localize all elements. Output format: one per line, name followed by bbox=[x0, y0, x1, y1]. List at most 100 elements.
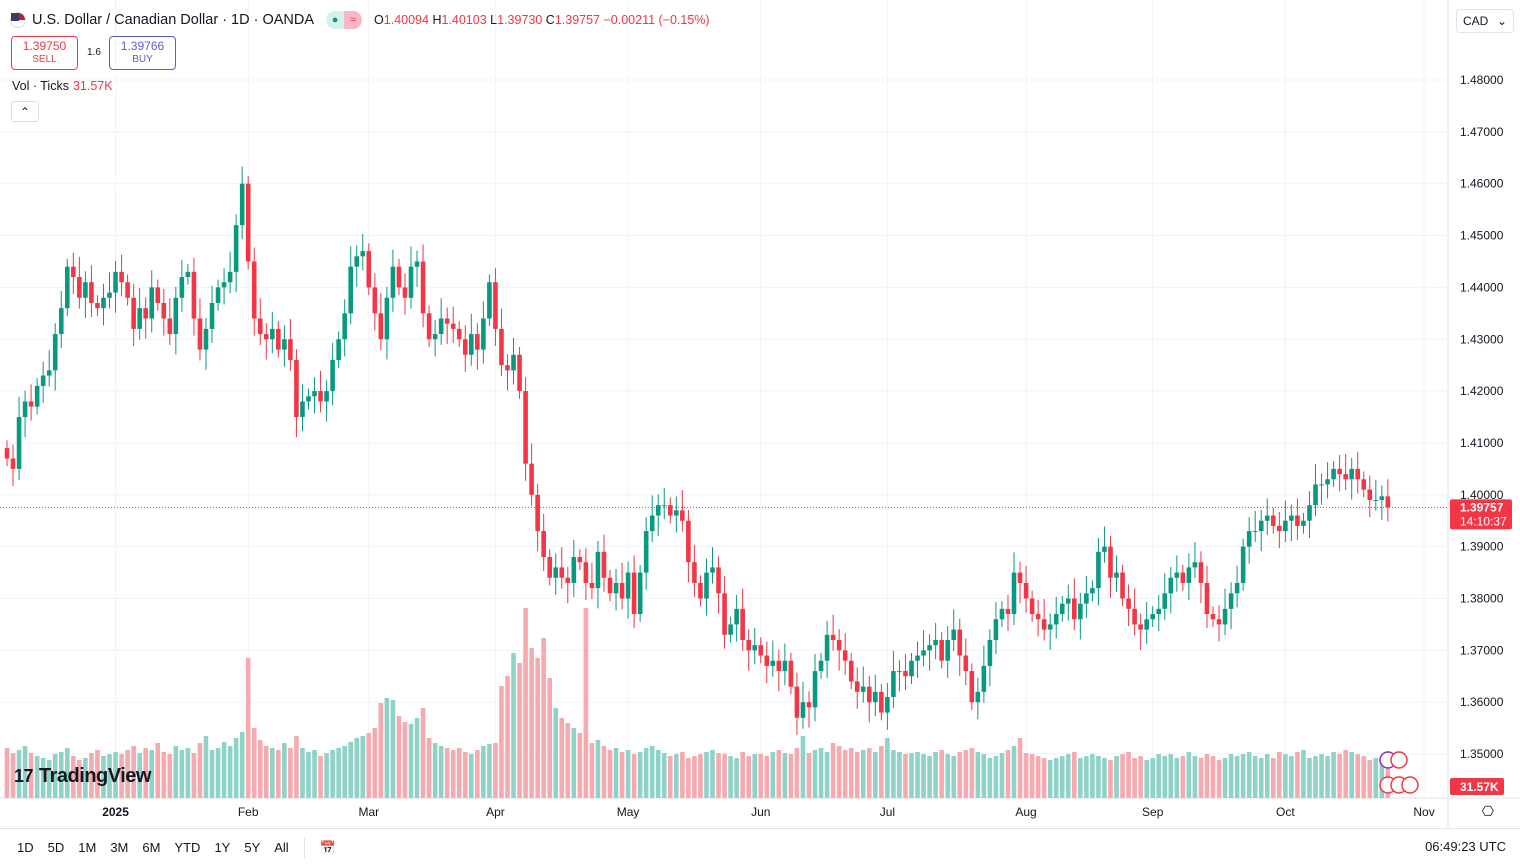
volume-bar bbox=[263, 746, 269, 798]
candle-body bbox=[58, 308, 64, 335]
candle-body bbox=[1035, 614, 1041, 620]
candle-body bbox=[505, 365, 510, 371]
tradingview-logo[interactable]: 17 TradingView bbox=[14, 765, 151, 788]
volume-bar bbox=[1258, 758, 1264, 798]
candle-body bbox=[595, 551, 601, 589]
volume-bar bbox=[1331, 752, 1336, 798]
candle-body bbox=[300, 401, 305, 418]
candle-body bbox=[1385, 496, 1391, 508]
candle-body bbox=[523, 391, 528, 464]
price-chart[interactable]: 1.48000 1.47000 1.46000 1.45000 1.44000 1.430… bbox=[0, 0, 1520, 828]
sell-button[interactable]: 1.39750 SELL bbox=[11, 36, 78, 70]
candle-body bbox=[456, 328, 462, 340]
volume-bar bbox=[185, 748, 191, 798]
volume-bar bbox=[1295, 752, 1300, 798]
volume-bar bbox=[1325, 756, 1330, 798]
candle-body bbox=[1271, 515, 1276, 526]
candle-body bbox=[1162, 593, 1168, 609]
candle-body bbox=[402, 287, 408, 298]
date-range-calendar-icon[interactable]: 📅 bbox=[319, 839, 336, 855]
volume-bar bbox=[879, 746, 884, 798]
volume-bar bbox=[1349, 752, 1354, 798]
range-ytd[interactable]: YTD bbox=[174, 840, 201, 855]
bottom-toolbar: 1D 5D 1M 3M 6M YTD 1Y 5Y All 📅 bbox=[0, 828, 1520, 866]
volume-bar bbox=[257, 740, 263, 798]
candle-body bbox=[1246, 531, 1252, 547]
candle-body bbox=[668, 505, 673, 516]
candle-body bbox=[565, 577, 571, 583]
range-1y[interactable]: 1Y bbox=[214, 840, 231, 855]
volume-bar bbox=[402, 722, 408, 798]
price-tick-label: 1.41000 bbox=[1460, 436, 1504, 450]
price-tick-label: 1.47000 bbox=[1460, 125, 1504, 139]
buy-button[interactable]: 1.39766 BUY bbox=[109, 36, 176, 70]
candle-body bbox=[987, 639, 993, 666]
time-tick-label: Apr bbox=[486, 805, 505, 819]
volume-bar bbox=[40, 758, 46, 798]
volume-bar bbox=[909, 753, 914, 798]
volume-bar bbox=[1017, 738, 1023, 798]
range-1d[interactable]: 1D bbox=[17, 840, 34, 855]
volume-legend[interactable]: Vol · Ticks 31.57K bbox=[12, 79, 113, 93]
candle-body bbox=[981, 665, 987, 692]
price-tick-label: 1.45000 bbox=[1460, 229, 1504, 243]
volume-bar bbox=[77, 760, 82, 798]
range-1m[interactable]: 1M bbox=[78, 840, 97, 855]
candle-body bbox=[734, 608, 739, 625]
candle-body bbox=[65, 266, 70, 309]
volume-bar bbox=[601, 746, 607, 798]
volume-bar bbox=[1162, 756, 1168, 798]
market-status[interactable]: ● ≈ bbox=[326, 11, 363, 29]
range-all[interactable]: All bbox=[274, 840, 289, 855]
range-5d[interactable]: 5D bbox=[47, 840, 65, 855]
volume-bar bbox=[1361, 756, 1367, 798]
candle-body bbox=[89, 282, 94, 303]
candle-body bbox=[1289, 515, 1294, 521]
candle-body bbox=[939, 639, 944, 661]
volume-bar bbox=[535, 658, 540, 798]
volume-bar bbox=[565, 723, 571, 798]
candle-body bbox=[342, 313, 347, 340]
range-3m[interactable]: 3M bbox=[110, 840, 129, 855]
clock[interactable]: 06:49:23 UTC bbox=[1425, 839, 1506, 854]
volume-bar bbox=[993, 756, 999, 798]
volume-bar bbox=[487, 744, 492, 798]
candle-body bbox=[28, 401, 34, 407]
price-tick-label: 1.36000 bbox=[1460, 695, 1504, 709]
range-5y[interactable]: 5Y bbox=[244, 840, 261, 855]
volume-bar bbox=[28, 753, 34, 798]
volume-bar bbox=[113, 752, 118, 798]
volume-bar bbox=[366, 733, 372, 798]
symbol-title[interactable]: U.S. Dollar / Canadian Dollar · 1D · OAN… bbox=[32, 12, 315, 28]
candle-body bbox=[571, 557, 577, 583]
volume-bar bbox=[197, 743, 203, 798]
candle-body bbox=[1258, 520, 1264, 532]
volume-bar bbox=[505, 676, 510, 798]
tv-logo-icon: 17 bbox=[14, 766, 34, 786]
collapse-legend-button[interactable]: ⌃ bbox=[11, 101, 39, 122]
volume-bar bbox=[233, 738, 239, 798]
candle-body bbox=[34, 385, 40, 407]
volume-bar bbox=[1186, 752, 1192, 798]
candle-body bbox=[1168, 577, 1174, 594]
currency-select[interactable]: CAD ⌄ bbox=[1456, 9, 1514, 33]
candle-body bbox=[535, 494, 540, 532]
volume-bar bbox=[873, 752, 878, 798]
economic-event-icon[interactable] bbox=[1401, 776, 1419, 794]
volume-bar bbox=[1204, 754, 1210, 798]
candle-body bbox=[125, 282, 130, 298]
range-6m[interactable]: 6M bbox=[142, 840, 161, 855]
candle-body bbox=[493, 282, 498, 329]
volume-bar bbox=[456, 748, 462, 798]
candle-body bbox=[10, 458, 16, 469]
candle-body bbox=[173, 297, 179, 335]
volume-bar bbox=[1234, 756, 1240, 798]
economic-event-icon[interactable] bbox=[1390, 751, 1408, 769]
candle-body bbox=[909, 660, 914, 677]
candle-body bbox=[686, 520, 691, 563]
time-tick-label: Feb bbox=[238, 805, 259, 819]
scale-settings-icon[interactable]: ⎔ bbox=[1481, 803, 1494, 819]
volume-bar bbox=[161, 752, 167, 798]
volume-bar bbox=[324, 753, 329, 798]
candle-body bbox=[197, 318, 203, 350]
